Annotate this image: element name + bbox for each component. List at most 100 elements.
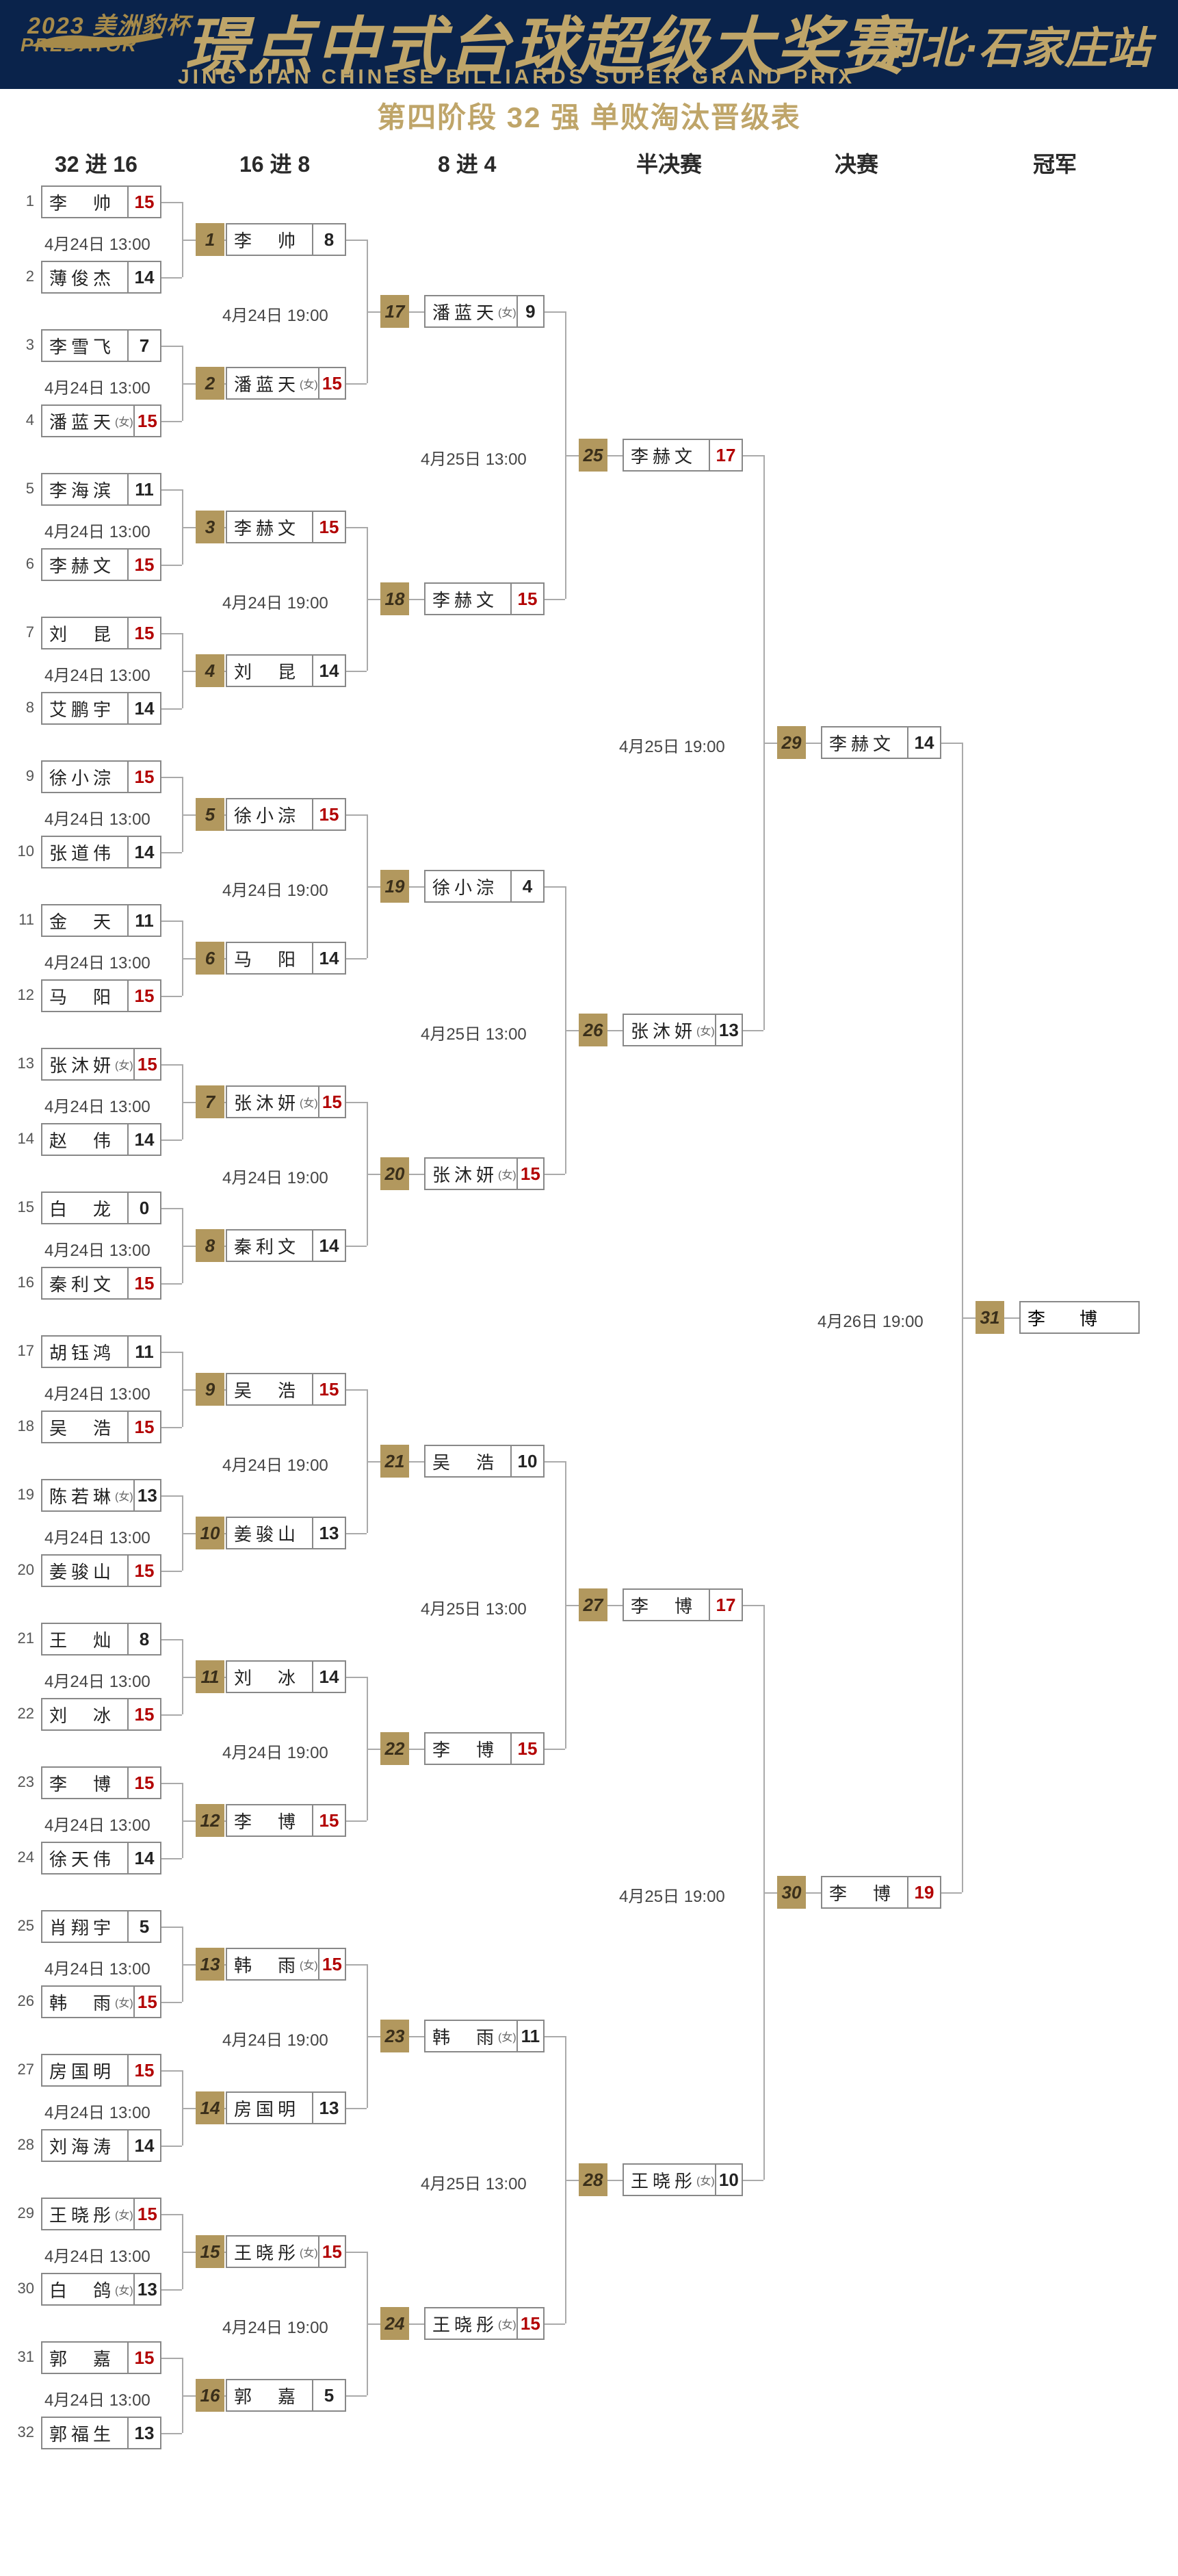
score: 15: [510, 584, 543, 614]
match-badge: 22: [380, 1732, 409, 1765]
player-name: 马 阳: [42, 981, 127, 1011]
seed-number: 10: [14, 842, 34, 860]
bracket-line: [224, 671, 226, 672]
bracket-line: [161, 1064, 182, 1066]
match-date: 4月25日 13:00: [421, 2170, 527, 2194]
player-name: 王晓彤(女): [624, 2165, 715, 2195]
bracket-line: [409, 311, 424, 313]
bracket-line: [346, 2108, 367, 2109]
bracket-line: [962, 1317, 976, 1319]
bracket-line: [161, 202, 182, 203]
seed-number: 17: [14, 1342, 34, 1360]
bracket-line: [409, 1174, 424, 1175]
bracket-line: [182, 383, 196, 385]
match-date: 4月24日 13:00: [44, 1668, 150, 1692]
seed-number: 18: [14, 1417, 34, 1435]
bracket-line: [161, 2214, 182, 2215]
score: 9: [516, 296, 543, 326]
score: 15: [133, 2199, 160, 2229]
player-name: 胡钰鸿: [42, 1337, 127, 1367]
match-date: 4月24日 19:00: [222, 2026, 328, 2050]
bracket-line: [224, 814, 226, 816]
player-name: 李 博: [42, 1768, 127, 1798]
bracket-line: [182, 1677, 196, 1678]
bracket-line: [607, 2180, 623, 2181]
player-name: 郭 嘉: [227, 2380, 312, 2410]
player-box: 李赫文15: [226, 511, 346, 543]
match-badge: 9: [196, 1373, 224, 1406]
bracket-line: [161, 1927, 182, 1928]
bracket-line: [367, 2323, 380, 2325]
player-name: 艾鹏宇: [42, 693, 127, 723]
score: 15: [516, 1159, 543, 1189]
match-date: 4月24日 19:00: [222, 1739, 328, 1763]
match-badge: 30: [777, 1876, 806, 1909]
bracket-line: [182, 1102, 196, 1103]
player-box: 王 灿8: [41, 1623, 161, 1656]
bracket-line: [182, 2395, 196, 2397]
bracket-line: [806, 1892, 821, 1894]
player-box: 李 帅8: [226, 223, 346, 256]
score: 17: [709, 440, 742, 470]
player-name: 潘蓝天(女): [42, 406, 133, 436]
score: 15: [127, 1268, 160, 1298]
seed-number: 25: [14, 1917, 34, 1935]
bracket-line: [367, 2036, 380, 2037]
player-box: 王晓彤(女)15: [226, 2235, 346, 2268]
player-box: 张道伟14: [41, 836, 161, 868]
seed-number: 16: [14, 1274, 34, 1291]
player-box: 韩 雨(女)15: [41, 1985, 161, 2018]
player-name: 李 帅: [42, 187, 127, 217]
player-box: 薄俊杰14: [41, 261, 161, 294]
bracket-line: [565, 455, 579, 456]
bracket-line: [161, 1139, 182, 1141]
player-box: 潘蓝天(女)9: [424, 295, 545, 328]
match-badge: 18: [380, 582, 409, 615]
score: 4: [510, 871, 543, 901]
bracket-line: [224, 2395, 226, 2397]
match-date: 4月24日 13:00: [44, 2386, 150, 2410]
seed-number: 8: [14, 699, 34, 717]
player-box: 李 博15: [226, 1804, 346, 1837]
match-date: 4月24日 13:00: [44, 1093, 150, 1117]
player-name: 王 灿: [42, 1624, 127, 1654]
seed-number: 11: [14, 911, 34, 929]
score: 14: [312, 1662, 345, 1692]
seed-number: 19: [14, 1486, 34, 1504]
bracket-line: [346, 527, 367, 528]
bracket-line: [224, 1389, 226, 1391]
match-badge: 25: [579, 439, 607, 472]
bracket-line: [182, 527, 196, 528]
match-badge: 28: [579, 2163, 607, 2196]
bracket-line: [346, 1964, 367, 1966]
player-name: 李赫文: [426, 584, 510, 614]
score: 15: [127, 762, 160, 792]
player-box: 白 鸽(女)13: [41, 2273, 161, 2306]
bracket-line: [409, 886, 424, 888]
bracket-line: [743, 1030, 763, 1031]
bracket-line: [545, 311, 565, 313]
player-name: 刘 冰: [42, 1699, 127, 1729]
match-badge: 7: [196, 1085, 224, 1118]
champion-box: 李 博: [1019, 1301, 1140, 1334]
score: 13: [312, 1518, 345, 1548]
player-name: 房国明: [227, 2093, 312, 2123]
bracket-line: [367, 1174, 380, 1175]
score: 17: [709, 1590, 742, 1620]
bracket-line: [182, 1964, 196, 1966]
player-name: 肖翔宇: [42, 1911, 127, 1942]
bracket-line: [224, 240, 226, 241]
score: 15: [318, 2237, 345, 2267]
player-box: 李赫文14: [821, 726, 941, 759]
bracket-line: [367, 311, 380, 313]
score: 15: [127, 1412, 160, 1442]
player-box: 张沐妍(女)15: [424, 1157, 545, 1190]
bracket-line: [161, 489, 182, 491]
match-badge: 1: [196, 223, 224, 256]
bracket-line: [743, 455, 763, 456]
player-name: 吴 浩: [227, 1374, 312, 1404]
score: 0: [127, 1193, 160, 1223]
player-name: 李赫文: [227, 512, 312, 542]
player-name: 张沐妍(女): [227, 1087, 318, 1117]
player-name: 徐小淙: [42, 762, 127, 792]
